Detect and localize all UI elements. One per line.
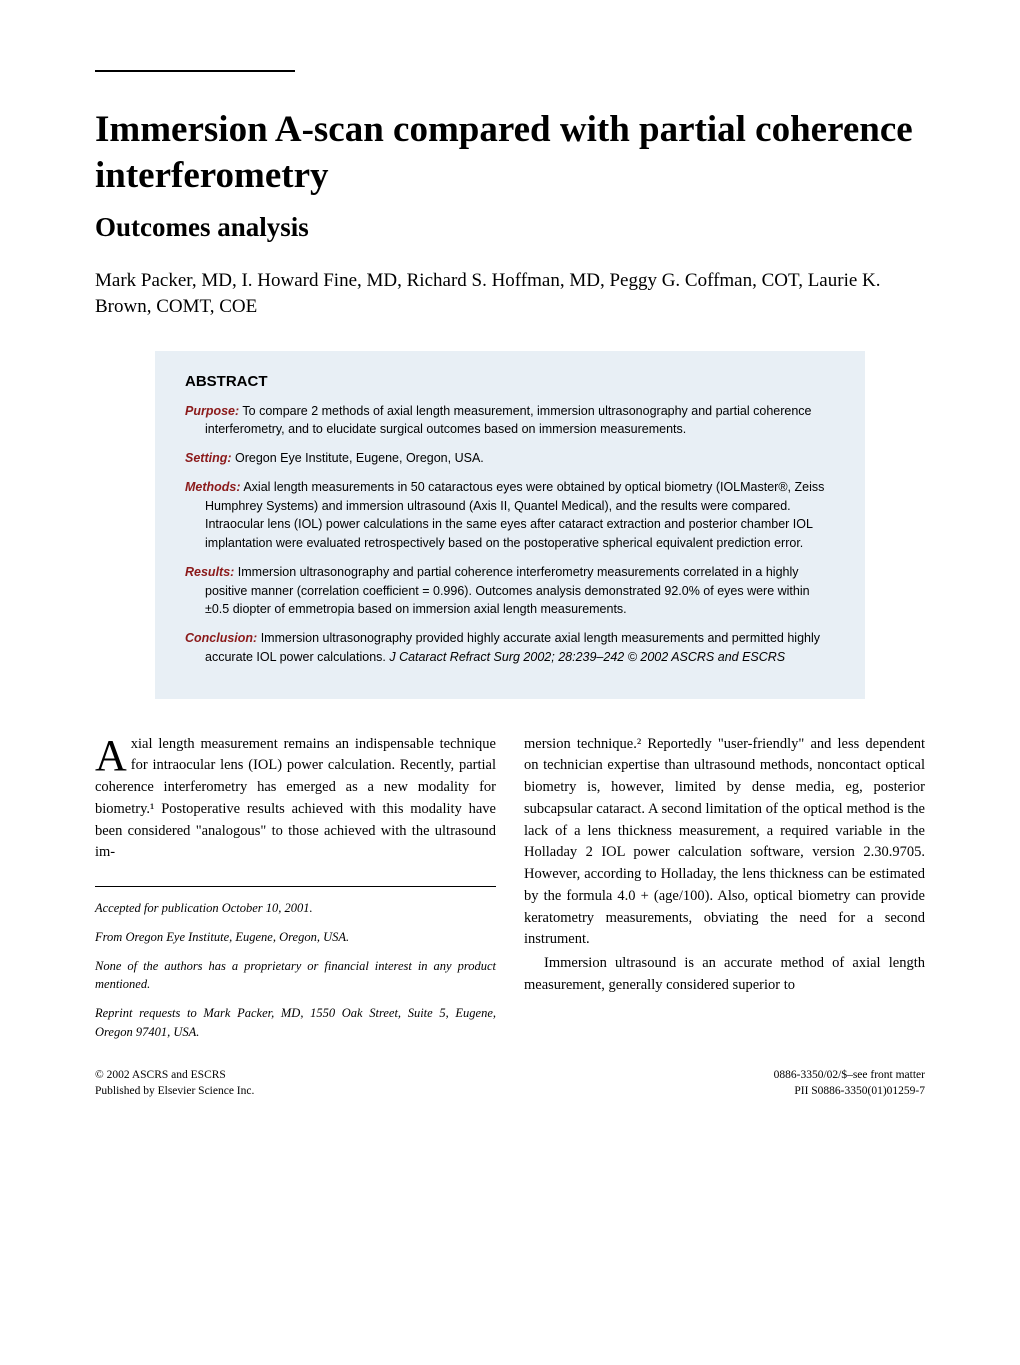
body-columns: Axial length measurement remains an indi… [95,734,925,1052]
conclusion-citation: J Cataract Refract Surg 2002; 28:239–242… [389,650,785,664]
results-text: Immersion ultrasonography and partial co… [205,565,810,617]
purpose-label: Purpose: [185,404,239,418]
results-label: Results: [185,565,234,579]
abstract-conclusion: Conclusion: Immersion ultrasonography pr… [185,629,835,667]
methods-label: Methods: [185,480,241,494]
copyright-text: © 2002 ASCRS and ESCRS [95,1067,254,1083]
setting-label: Setting: [185,451,232,465]
footer-left: © 2002 ASCRS and ESCRS Published by Else… [95,1067,254,1099]
footnote-disclosure: None of the authors has a proprietary or… [95,957,496,995]
right-column: mersion technique.² Reportedly "user-fri… [524,734,925,1052]
left-text: xial length measurement remains an indis… [95,736,496,861]
body-paragraph-right-2: Immersion ultrasound is an accurate meth… [524,953,925,997]
pii-text: PII S0886-3350(01)01259-7 [774,1083,925,1099]
abstract-setting: Setting: Oregon Eye Institute, Eugene, O… [185,449,835,468]
footnote-divider [95,886,496,887]
authors-list: Mark Packer, MD, I. Howard Fine, MD, Ric… [95,268,925,321]
abstract-purpose: Purpose: To compare 2 methods of axial l… [185,402,835,440]
footnote-reprint: Reprint requests to Mark Packer, MD, 155… [95,1004,496,1042]
body-paragraph-left: Axial length measurement remains an indi… [95,734,496,865]
body-paragraph-right-1: mersion technique.² Reportedly "user-fri… [524,734,925,952]
publisher-text: Published by Elsevier Science Inc. [95,1083,254,1099]
purpose-text: To compare 2 methods of axial length mea… [205,404,812,437]
article-title: Immersion A-scan compared with partial c… [95,107,925,200]
abstract-methods: Methods: Axial length measurements in 50… [185,478,835,553]
article-subtitle: Outcomes analysis [95,212,925,243]
footnote-from: From Oregon Eye Institute, Eugene, Orego… [95,928,496,947]
abstract-container: ABSTRACT Purpose: To compare 2 methods o… [155,351,865,699]
left-column: Axial length measurement remains an indi… [95,734,496,1052]
setting-text: Oregon Eye Institute, Eugene, Oregon, US… [232,451,484,465]
page-footer: © 2002 ASCRS and ESCRS Published by Else… [95,1067,925,1099]
footnote-accepted: Accepted for publication October 10, 200… [95,899,496,918]
issn-text: 0886-3350/02/$–see front matter [774,1067,925,1083]
abstract-results: Results: Immersion ultrasonography and p… [185,563,835,619]
drop-cap: A [95,734,131,773]
abstract-heading: ABSTRACT [185,373,835,390]
top-divider-line [95,70,295,72]
conclusion-label: Conclusion: [185,631,257,645]
footer-right: 0886-3350/02/$–see front matter PII S088… [774,1067,925,1099]
methods-text: Axial length measurements in 50 cataract… [205,480,824,550]
